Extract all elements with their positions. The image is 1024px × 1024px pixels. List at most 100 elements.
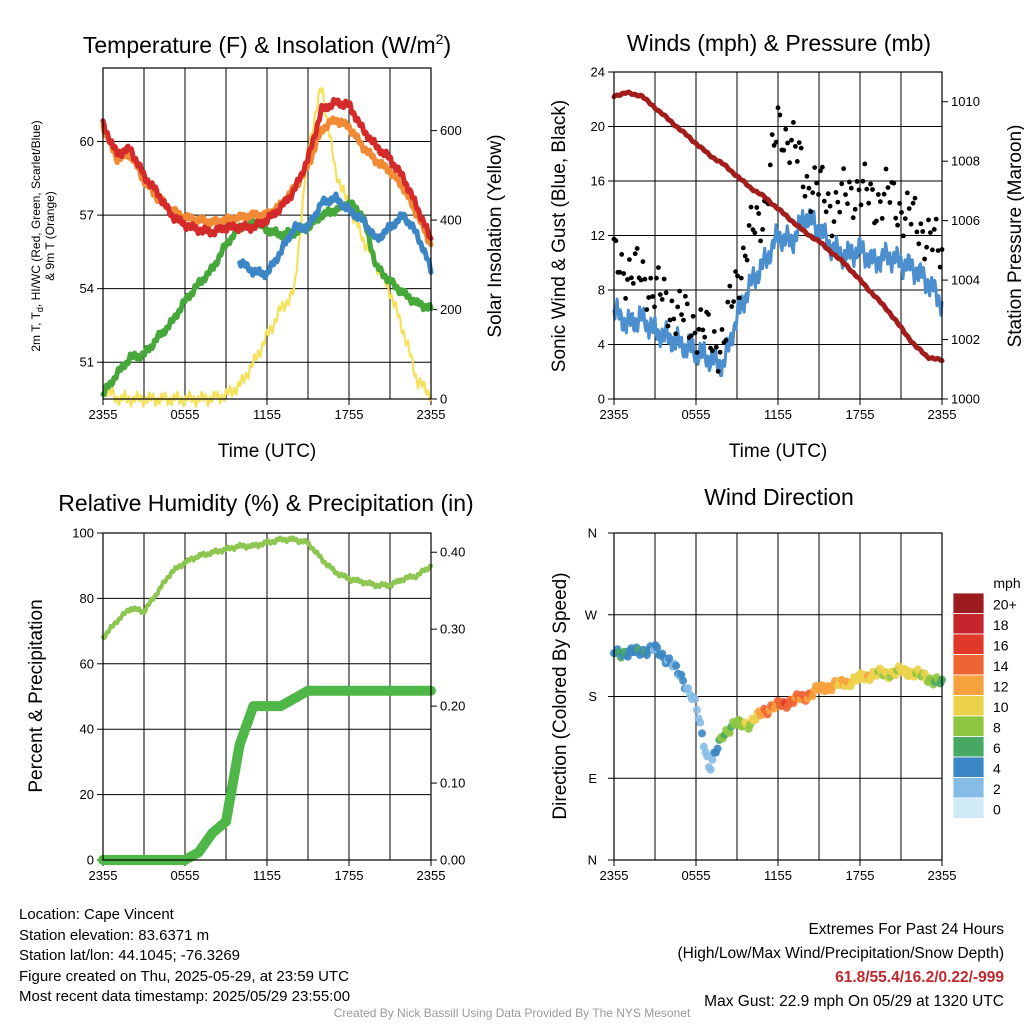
gust-point bbox=[735, 273, 740, 279]
wind-y-tick-label: 16 bbox=[591, 174, 605, 189]
gust-point bbox=[613, 238, 619, 244]
gust-point bbox=[847, 179, 852, 185]
gust-point bbox=[748, 204, 754, 210]
station-location: Location: Cape Vincent bbox=[19, 906, 174, 923]
gust-point bbox=[814, 180, 819, 186]
temperature-x-tick-label: 0555 bbox=[171, 407, 200, 422]
gust-point bbox=[777, 112, 783, 118]
precipitation-y-tick-label: 0.30 bbox=[440, 622, 465, 637]
gust-point bbox=[850, 215, 856, 221]
gust-point bbox=[623, 296, 628, 301]
gust-point bbox=[742, 253, 748, 259]
direction-x-tick-label: 0555 bbox=[682, 868, 711, 883]
gust-point bbox=[864, 186, 870, 192]
gust-point bbox=[702, 334, 708, 340]
precipitation-y-tick-label: 0.10 bbox=[440, 776, 465, 791]
colorbar-swatch bbox=[952, 715, 985, 737]
gust-point bbox=[785, 140, 790, 146]
gust-point bbox=[937, 264, 943, 270]
colorbar-label: 18 bbox=[993, 617, 1009, 633]
gust-point bbox=[918, 221, 924, 227]
colorbar-label: 12 bbox=[993, 679, 1009, 695]
gust-point bbox=[793, 144, 798, 149]
gust-point bbox=[924, 244, 929, 250]
gust-point bbox=[833, 190, 839, 195]
gust-point bbox=[644, 307, 650, 312]
gust-point bbox=[879, 216, 885, 221]
gust-point bbox=[928, 230, 933, 236]
colorbar-swatch bbox=[952, 695, 985, 717]
gust-point bbox=[769, 132, 775, 138]
series-line-sonic-wind bbox=[612, 208, 944, 377]
wind-y-tick-label: 24 bbox=[591, 65, 605, 80]
gust-point bbox=[791, 120, 796, 125]
gust-point bbox=[675, 304, 681, 310]
gust-point bbox=[860, 178, 866, 184]
direction-point bbox=[679, 676, 688, 685]
gust-point bbox=[812, 165, 818, 171]
wind-x-tick-label: 2355 bbox=[600, 407, 629, 422]
gust-point bbox=[825, 191, 831, 197]
wind-y-left-label: Sonic Wind & Gust (Blue, Black) bbox=[549, 100, 570, 372]
gust-point bbox=[800, 184, 806, 190]
gust-point bbox=[804, 173, 810, 179]
gust-point bbox=[731, 299, 736, 304]
wind-y-tick-label: 12 bbox=[591, 228, 605, 243]
humidity-x-tick-label: 1155 bbox=[253, 868, 281, 883]
gust-point bbox=[638, 277, 644, 283]
direction-x-tick-label: 1755 bbox=[846, 868, 875, 883]
gust-point bbox=[646, 295, 652, 300]
gust-point bbox=[758, 238, 763, 244]
direction-y-tick-label: N bbox=[588, 853, 597, 868]
gust-point bbox=[887, 200, 893, 205]
gust-point bbox=[901, 233, 906, 239]
gust-point bbox=[854, 179, 860, 184]
gust-point bbox=[933, 216, 939, 222]
gust-point bbox=[789, 137, 794, 143]
gust-point bbox=[723, 337, 729, 343]
gust-point bbox=[630, 281, 636, 286]
colorbar-label: 14 bbox=[993, 658, 1009, 674]
wind-border bbox=[613, 71, 943, 400]
temperature-x-label: Time (UTC) bbox=[218, 441, 317, 462]
gust-point bbox=[877, 199, 883, 205]
humidity-y-tick-label: 100 bbox=[72, 526, 94, 541]
gust-point bbox=[754, 205, 760, 210]
gust-point bbox=[717, 349, 723, 355]
temperature-y-right-label: Solar Insolation (Yellow) bbox=[485, 134, 506, 337]
direction-point bbox=[691, 695, 700, 704]
wind-x-tick-label: 0555 bbox=[682, 407, 711, 422]
wind-y-right-label: Station Pressure (Maroon) bbox=[1005, 125, 1024, 348]
gust-point bbox=[715, 369, 721, 374]
temperature-y-tick-label: 51 bbox=[80, 355, 94, 370]
gust-point bbox=[711, 329, 717, 334]
gust-point bbox=[831, 219, 837, 225]
colorbar-swatch bbox=[952, 756, 985, 778]
colorbar-swatch bbox=[952, 736, 985, 758]
gust-point bbox=[740, 245, 746, 251]
gust-point bbox=[656, 265, 661, 270]
gust-point bbox=[874, 218, 879, 224]
gust-point bbox=[910, 200, 916, 206]
colorbar-label: 10 bbox=[993, 699, 1009, 715]
colorbar-swatch bbox=[952, 633, 985, 655]
gust-point bbox=[663, 290, 669, 296]
direction-point bbox=[692, 705, 701, 714]
wind-title: Winds (mph) & Pressure (mb) bbox=[627, 30, 931, 56]
direction-y-left-label: Direction (Colored By Speed) bbox=[550, 572, 571, 819]
wind-y-tick-label: 4 bbox=[598, 337, 605, 352]
gust-point bbox=[930, 247, 935, 253]
gust-point bbox=[673, 331, 679, 337]
gust-point bbox=[912, 195, 918, 201]
gust-point bbox=[798, 145, 804, 151]
temperature-x-tick-label: 1155 bbox=[253, 407, 281, 422]
pressure-y-tick-label: 1008 bbox=[951, 154, 980, 169]
temperature-border bbox=[102, 67, 432, 400]
gust-point bbox=[684, 301, 690, 307]
gust-point bbox=[818, 168, 823, 174]
gust-point bbox=[868, 181, 873, 187]
gust-point bbox=[908, 221, 914, 227]
colorbar-swatch bbox=[952, 797, 985, 819]
gust-point bbox=[914, 229, 920, 235]
